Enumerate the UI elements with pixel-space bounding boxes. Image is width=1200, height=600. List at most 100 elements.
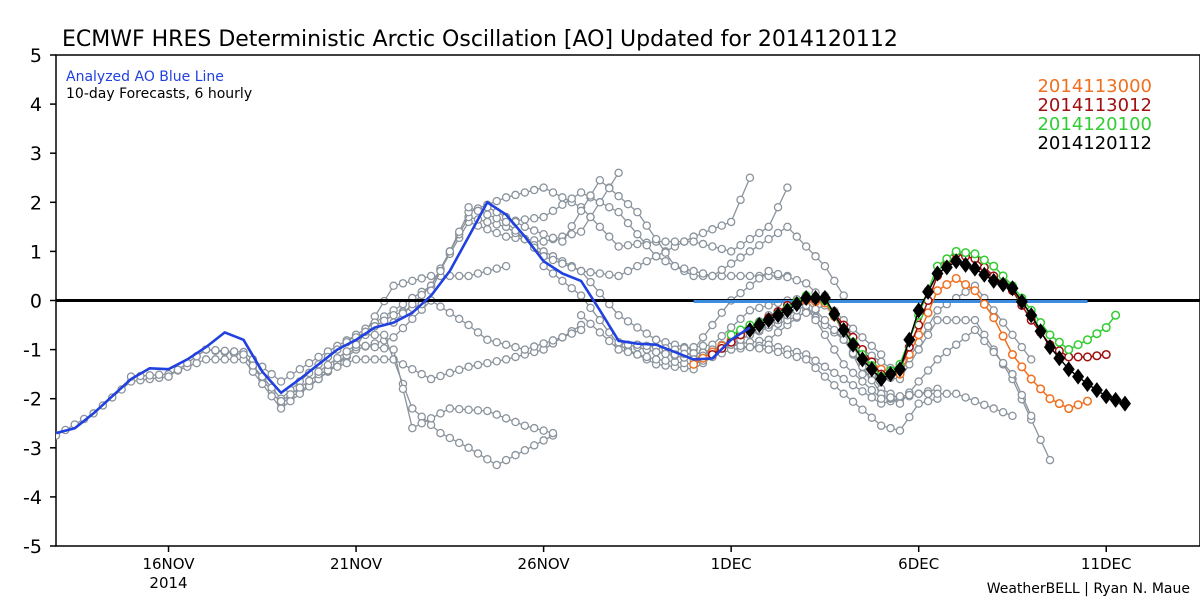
older-forecast-point — [558, 193, 567, 202]
older-forecast-point — [905, 412, 914, 422]
older-forecast-point — [614, 191, 623, 201]
forecast-point — [970, 286, 980, 296]
older-forecast-point — [361, 341, 370, 351]
older-forecast-point — [304, 358, 314, 368]
older-forecast-point — [492, 228, 501, 238]
older-forecast-point — [201, 355, 211, 364]
older-forecast-point — [408, 423, 417, 433]
older-forecast-point — [858, 387, 867, 396]
older-forecast-point — [726, 247, 736, 256]
forecast-point — [940, 259, 953, 276]
forecast-point — [743, 321, 756, 338]
forecast-point — [942, 279, 952, 290]
legend-entry: 2014113000 — [1037, 76, 1152, 97]
older-forecast-point — [464, 271, 473, 281]
older-forecast-point — [661, 256, 670, 266]
forecast-point — [970, 249, 980, 259]
older-forecast-point — [633, 239, 642, 249]
older-forecast-point — [876, 357, 886, 367]
forecast-point — [931, 265, 944, 282]
older-forecast-point — [492, 264, 501, 273]
older-forecast-point — [211, 345, 220, 355]
forecast-point — [1101, 322, 1111, 333]
forecast-point — [979, 255, 989, 265]
older-forecast-point — [501, 340, 511, 349]
older-forecast-point — [558, 237, 567, 246]
older-forecast-point — [680, 264, 689, 273]
older-forecast-point — [1008, 411, 1017, 421]
legend-entry: 2014113012 — [1037, 95, 1152, 116]
older-forecast-point — [501, 414, 511, 423]
older-forecast-point — [304, 376, 314, 386]
older-forecast-point — [933, 389, 942, 399]
older-forecast-point — [783, 222, 792, 232]
older-forecast-point — [417, 418, 426, 428]
older-forecast-point — [586, 303, 595, 313]
older-forecast-point — [361, 355, 370, 364]
older-forecast-point — [923, 330, 933, 340]
older-forecast-point — [867, 413, 877, 422]
older-forecast-point — [511, 450, 520, 460]
forecast-point — [1092, 351, 1102, 361]
older-forecast-point — [783, 183, 792, 192]
legend-entry: 2014120100 — [1037, 114, 1152, 135]
older-forecast-point — [820, 372, 830, 381]
forecast-point — [1073, 400, 1083, 410]
older-forecast-point — [370, 355, 380, 364]
older-forecast-point — [501, 193, 511, 202]
chart-title: ECMWF HRES Deterministic Arctic Oscillat… — [62, 27, 898, 52]
older-forecast-point — [642, 221, 652, 230]
forecast-point — [959, 256, 972, 273]
older-forecast-point — [595, 328, 605, 337]
y-tick-label: 3 — [30, 143, 42, 165]
older-forecast-point — [492, 196, 501, 206]
x-tick-label: 6DEC — [898, 555, 939, 573]
older-forecast-point — [604, 183, 614, 193]
older-forecast-point — [1008, 330, 1017, 340]
older-forecast-point — [708, 320, 717, 330]
older-forecast-point — [717, 265, 727, 275]
older-forecast-series — [56, 168, 1055, 470]
older-forecast-point — [623, 199, 633, 209]
forecast-point — [875, 371, 888, 388]
older-forecast-point — [333, 362, 342, 372]
older-forecast-point — [408, 404, 417, 413]
forecast-point — [961, 248, 971, 258]
older-forecast-point — [314, 352, 323, 362]
older-forecast-line — [276, 320, 586, 406]
older-forecast-point — [745, 234, 755, 244]
older-forecast-point — [942, 389, 952, 399]
analyzed-line — [56, 201, 751, 435]
older-forecast-point — [839, 374, 848, 384]
forecast-point — [800, 290, 813, 307]
older-forecast-point — [1026, 355, 1036, 364]
older-forecast-point — [736, 314, 745, 324]
older-forecast-point — [820, 261, 830, 271]
forecast-point — [781, 302, 794, 319]
older-forecast-point — [623, 218, 633, 228]
older-forecast-point — [914, 389, 923, 399]
older-forecast-point — [370, 342, 380, 352]
older-forecast-point — [417, 369, 426, 379]
older-forecast-point — [680, 237, 689, 246]
older-forecast-point — [792, 275, 802, 285]
older-forecast-point — [173, 365, 183, 375]
older-forecast-point — [351, 355, 361, 364]
forecast-point — [1073, 340, 1083, 350]
older-forecast-point — [445, 433, 455, 443]
older-forecast-point — [529, 185, 539, 195]
older-forecast-point — [642, 256, 652, 266]
older-forecast-point — [539, 339, 548, 348]
older-forecast-point — [801, 279, 811, 288]
older-forecast-point — [614, 242, 623, 251]
older-forecast-point — [961, 333, 970, 342]
older-forecast-point — [1017, 390, 1027, 400]
older-forecast-point — [398, 279, 408, 288]
forecast-label: 10-day Forecasts, 6 hourly — [66, 86, 252, 102]
older-forecast-point — [567, 329, 576, 338]
older-forecast-point — [633, 261, 642, 271]
older-forecast-point — [520, 222, 530, 232]
older-forecast-point — [736, 241, 745, 250]
